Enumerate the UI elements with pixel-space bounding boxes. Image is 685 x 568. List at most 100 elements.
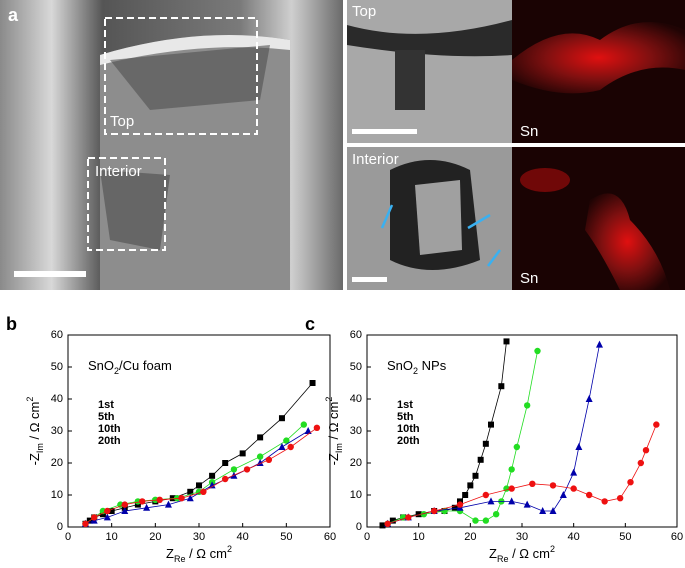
point xyxy=(508,485,515,492)
annotation-part: 2 xyxy=(413,366,418,376)
point xyxy=(104,507,111,515)
region-label: Interior xyxy=(95,163,142,180)
y-axis-label: -ZIm / Ω cm2 xyxy=(25,397,45,466)
point xyxy=(430,507,438,515)
x-tick-label: 40 xyxy=(568,531,580,543)
point xyxy=(549,482,557,489)
point xyxy=(304,427,312,434)
y-tick-label: 40 xyxy=(51,393,63,405)
annotation-part: SnO xyxy=(88,358,114,373)
point xyxy=(103,513,111,521)
point xyxy=(309,380,316,386)
region-label: Top xyxy=(110,113,134,130)
y-axis-label-part: / Ω cm xyxy=(27,402,42,444)
x-tick-label: 40 xyxy=(237,531,249,543)
point xyxy=(601,498,608,505)
x-tick-label: 60 xyxy=(671,531,683,543)
point xyxy=(186,494,194,502)
point xyxy=(508,497,516,505)
x-tick-label: 30 xyxy=(516,531,528,543)
x-tick-label: 10 xyxy=(413,531,425,543)
x-tick-label: 50 xyxy=(280,531,292,543)
region-label: Interior xyxy=(352,151,399,168)
y-axis-label-part: -Z xyxy=(326,453,341,465)
point xyxy=(477,456,484,463)
y-axis-label-part: 2 xyxy=(25,397,35,402)
y-tick-label: 30 xyxy=(350,425,362,437)
sem-image: a Top Interior xyxy=(0,0,343,290)
point xyxy=(91,514,98,521)
y-tick-label: 60 xyxy=(350,329,362,341)
point xyxy=(239,450,246,457)
y-tick-label: 0 xyxy=(356,521,362,533)
point xyxy=(222,475,229,483)
region-label: Top xyxy=(352,3,376,20)
point xyxy=(575,443,583,450)
point xyxy=(121,501,128,508)
panel-label: a xyxy=(8,5,19,25)
fit-line xyxy=(387,344,600,525)
y-tick-label: 20 xyxy=(350,457,362,469)
x-tick-label: 0 xyxy=(364,531,370,543)
point xyxy=(482,440,489,447)
x-axis-label: ZRe / Ω cm2 xyxy=(166,544,232,564)
y-axis-label: -ZIm / Ω cm2 xyxy=(324,397,344,466)
y-axis-label-part: Im xyxy=(334,443,344,453)
point xyxy=(200,488,207,495)
y-tick-label: 30 xyxy=(51,425,63,437)
point xyxy=(415,511,422,518)
point xyxy=(82,520,89,527)
point xyxy=(570,468,578,476)
annotation-part: 2 xyxy=(114,366,119,376)
point xyxy=(243,466,251,473)
point xyxy=(534,347,541,355)
annotation-part: /Cu foam xyxy=(119,358,172,373)
y-tick-label: 40 xyxy=(350,393,362,405)
y-axis-label-part: Im xyxy=(35,443,45,453)
y-tick-label: 50 xyxy=(51,361,63,373)
point xyxy=(313,424,321,431)
point xyxy=(503,338,510,345)
point xyxy=(230,466,238,473)
point xyxy=(283,437,290,444)
point xyxy=(121,507,129,514)
point xyxy=(451,504,458,511)
point xyxy=(585,491,593,499)
point xyxy=(549,507,557,514)
point xyxy=(196,482,202,489)
annotation-part: NPs xyxy=(418,358,447,373)
panel-label: c xyxy=(305,314,315,334)
x-axis-label-part: Z xyxy=(166,546,174,561)
x-tick-label: 20 xyxy=(464,531,476,543)
point xyxy=(405,514,412,521)
point xyxy=(208,481,216,489)
point xyxy=(278,415,285,422)
point xyxy=(487,497,495,505)
point xyxy=(559,491,567,498)
annotation-part: SnO xyxy=(387,358,413,373)
x-axis-label-part: / Ω cm xyxy=(508,546,550,561)
point xyxy=(143,503,151,511)
point xyxy=(399,514,407,521)
x-tick-label: 60 xyxy=(324,531,336,543)
point xyxy=(134,501,141,508)
y-tick-label: 10 xyxy=(51,489,63,501)
point xyxy=(482,517,490,524)
point xyxy=(472,517,479,524)
legend-entry: 1st xyxy=(397,399,413,411)
legend-entry: 5th xyxy=(98,411,115,423)
point xyxy=(420,511,428,518)
point xyxy=(653,421,660,428)
x-axis-label-part: 2 xyxy=(550,544,555,554)
y-axis-label-part: -Z xyxy=(27,453,42,465)
legend-entry: 10th xyxy=(98,423,121,435)
legend-entry: 5th xyxy=(397,411,414,423)
point xyxy=(585,395,593,402)
y-tick-label: 20 xyxy=(51,457,63,469)
point xyxy=(513,443,521,451)
x-tick-label: 10 xyxy=(106,531,118,543)
x-axis-label-part: / Ω cm xyxy=(185,546,227,561)
point xyxy=(187,488,194,495)
